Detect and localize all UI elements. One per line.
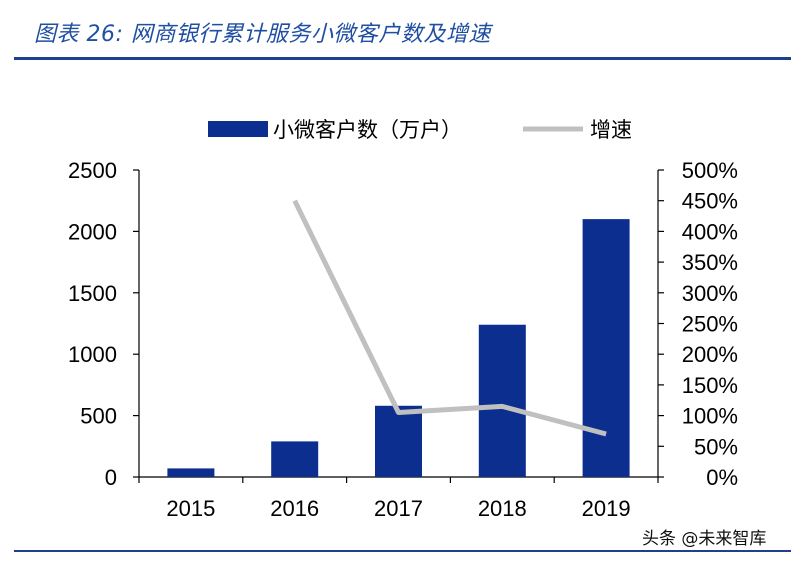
left-tick-label: 0 — [105, 465, 117, 490]
x-axis: 2015 2016 2017 2018 2019 — [138, 476, 659, 521]
x-tick-label: 2016 — [270, 496, 319, 521]
right-tick-label: 350% — [682, 250, 738, 275]
right-tick-label: 450% — [682, 189, 738, 214]
right-tick-label: 400% — [682, 219, 738, 244]
right-tick-label: 250% — [682, 312, 738, 337]
bars — [167, 219, 630, 477]
x-tick-label: 2015 — [166, 496, 215, 521]
right-tick-label: 500% — [682, 158, 738, 183]
watermark: 头条 @未来智库 — [642, 529, 767, 549]
bar — [375, 405, 422, 477]
right-tick-label: 150% — [682, 373, 738, 398]
bar — [582, 219, 630, 477]
growth-line — [292, 199, 607, 437]
left-tick-label: 1500 — [68, 281, 117, 306]
legend-bar-swatch — [208, 121, 268, 137]
x-tick-label: 2017 — [374, 496, 423, 521]
legend: 小微客户数（万户） 增速 — [208, 118, 632, 142]
legend-bar-label: 小微客户数（万户） — [273, 118, 462, 142]
x-tick-label: 2019 — [582, 496, 631, 521]
right-tick-label: 300% — [682, 281, 738, 306]
title-divider — [14, 57, 791, 60]
bottom-divider — [14, 550, 791, 552]
growth-line-series — [292, 199, 607, 437]
right-tick-label: 0% — [706, 465, 738, 490]
left-tick-label: 1000 — [68, 342, 117, 367]
left-axis: 0 500 1000 1500 2000 2500 — [68, 158, 140, 490]
bar — [271, 441, 319, 477]
bar — [167, 468, 215, 477]
x-tick-label: 2018 — [478, 496, 527, 521]
right-axis: 0% 50% 100% 150% 200% 250% 300% 350% 400% 450% 500… — [657, 158, 738, 490]
left-tick-label: 2500 — [68, 158, 117, 183]
left-tick-label: 2000 — [68, 219, 117, 244]
right-tick-label: 50% — [694, 434, 738, 459]
figure-title: 图表 26: 网商银行累计服务小微客户数及增速 — [34, 22, 491, 47]
right-tick-label: 100% — [682, 404, 738, 429]
legend-line-label: 增速 — [590, 118, 632, 142]
right-tick-label: 200% — [682, 342, 738, 367]
bar — [478, 324, 526, 477]
left-tick-label: 500 — [80, 404, 117, 429]
